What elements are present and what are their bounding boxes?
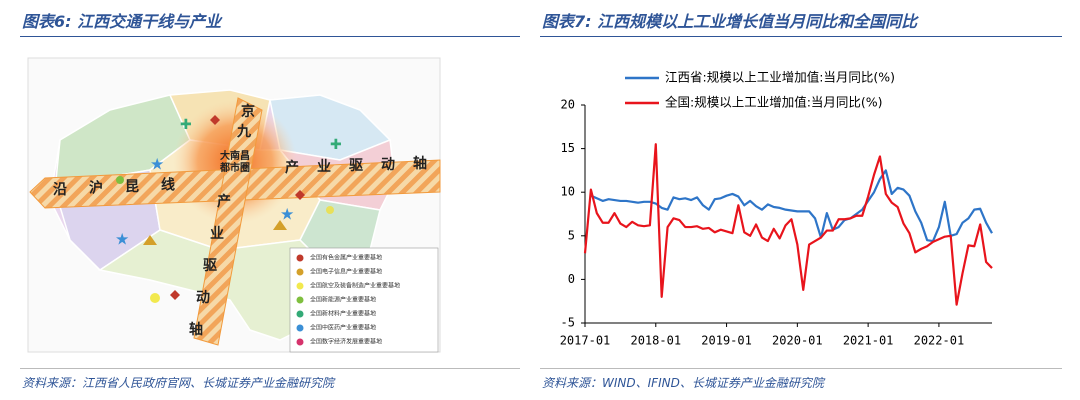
x-tick-label: 2020-01 — [772, 334, 823, 348]
map-label: 昆 — [125, 179, 139, 195]
svg-text:★: ★ — [115, 230, 129, 249]
svg-text:✚: ✚ — [330, 137, 342, 153]
map-legend-icon — [296, 254, 304, 262]
source-rule — [540, 368, 1062, 369]
map-label: 沪 — [89, 180, 103, 197]
svg-text:★: ★ — [280, 205, 294, 224]
map-legend-label: 全国中医药产业重要基地 — [310, 324, 376, 332]
map-legend-icon — [296, 268, 304, 276]
series-line — [583, 143, 993, 306]
x-tick-label: 2018-01 — [630, 334, 681, 348]
map-legend-icon — [296, 324, 304, 332]
source-rule — [20, 368, 520, 369]
map-legend-label: 全国电子信息产业重要基地 — [310, 268, 382, 276]
legend-label: 全国:规模以上工业增加值:当月同比(%) — [665, 95, 883, 110]
map-legend-icon — [296, 338, 304, 346]
map-legend-icon — [296, 296, 304, 304]
map-legend-label: 全国新材料产业重要基地 — [310, 310, 376, 318]
y-tick-label: 10 — [561, 185, 575, 199]
map-label: 驱 — [349, 158, 363, 174]
map-label: 线 — [161, 177, 175, 194]
svg-text:★: ★ — [150, 155, 164, 174]
map-legend-icon — [296, 282, 304, 290]
title-rule — [20, 36, 520, 37]
map-label: 京 — [241, 103, 255, 120]
map-label: 产 — [217, 193, 231, 210]
x-tick-label: 2017-01 — [560, 334, 611, 348]
legend-label: 江西省:规模以上工业增加值:当月同比(%) — [665, 70, 895, 85]
map-center-label: 大南昌 — [220, 149, 250, 162]
map-label: 产 — [285, 159, 299, 176]
map-label: 业 — [210, 226, 224, 242]
y-tick-label: 15 — [561, 141, 575, 155]
y-tick-label: 5 — [568, 228, 575, 242]
map-legend-label: 全国有色金属产业重要基地 — [310, 254, 382, 262]
x-tick-label: 2021-01 — [843, 334, 894, 348]
x-tick-label: 2019-01 — [701, 334, 752, 348]
map-legend-label: 全国新能源产业重要基地 — [310, 296, 376, 304]
title-rule — [540, 36, 1062, 37]
map-label: 驱 — [203, 258, 217, 274]
right-title: 图表7: 江西规模以上工业增长值当月同比和全国同比 — [542, 12, 918, 31]
left-title: 图表6: 江西交通干线与产业 — [22, 12, 222, 31]
y-tick-label: 0 — [568, 272, 575, 286]
map-label: 沿 — [53, 182, 67, 198]
map-center-label: 都市圈 — [219, 161, 250, 174]
left-source: 资料来源：江西省人民政府官网、长城证券产业金融研究院 — [22, 376, 335, 390]
map-legend-label: 全国数字经济发展重要基地 — [310, 338, 382, 346]
svg-text:✚: ✚ — [180, 117, 192, 133]
map-legend-icon — [296, 310, 304, 318]
map-label: 九 — [236, 124, 251, 140]
chart: -5 0 5 10 15 20 2017-01 2018-01 2019-01 2020-01 20… — [560, 70, 993, 348]
y-tick-label: 20 — [561, 98, 575, 112]
map-label: 轴 — [413, 155, 427, 172]
map-legend-box — [289, 247, 439, 353]
right-source: 资料来源：WIND、IFIND、长城证券产业金融研究院 — [542, 376, 824, 390]
x-tick-label: 2022-01 — [914, 334, 965, 348]
axis-band — [193, 97, 263, 346]
map-symbols: ★ ★ ★ ✚ ✚ — [115, 115, 342, 303]
map-label: 轴 — [189, 321, 203, 338]
map-legend-label: 全国航空及装备制造产业重要基地 — [310, 282, 400, 290]
map-label: 业 — [317, 159, 331, 175]
y-tick-label: -5 — [561, 316, 575, 330]
map-label: 动 — [196, 289, 210, 306]
map-label: 动 — [381, 156, 395, 173]
map: ★ ★ ★ ✚ ✚ 沿沪昆线产业驱动轴京九产业驱动轴大南昌都市圈 全国有色金属产… — [27, 57, 441, 353]
